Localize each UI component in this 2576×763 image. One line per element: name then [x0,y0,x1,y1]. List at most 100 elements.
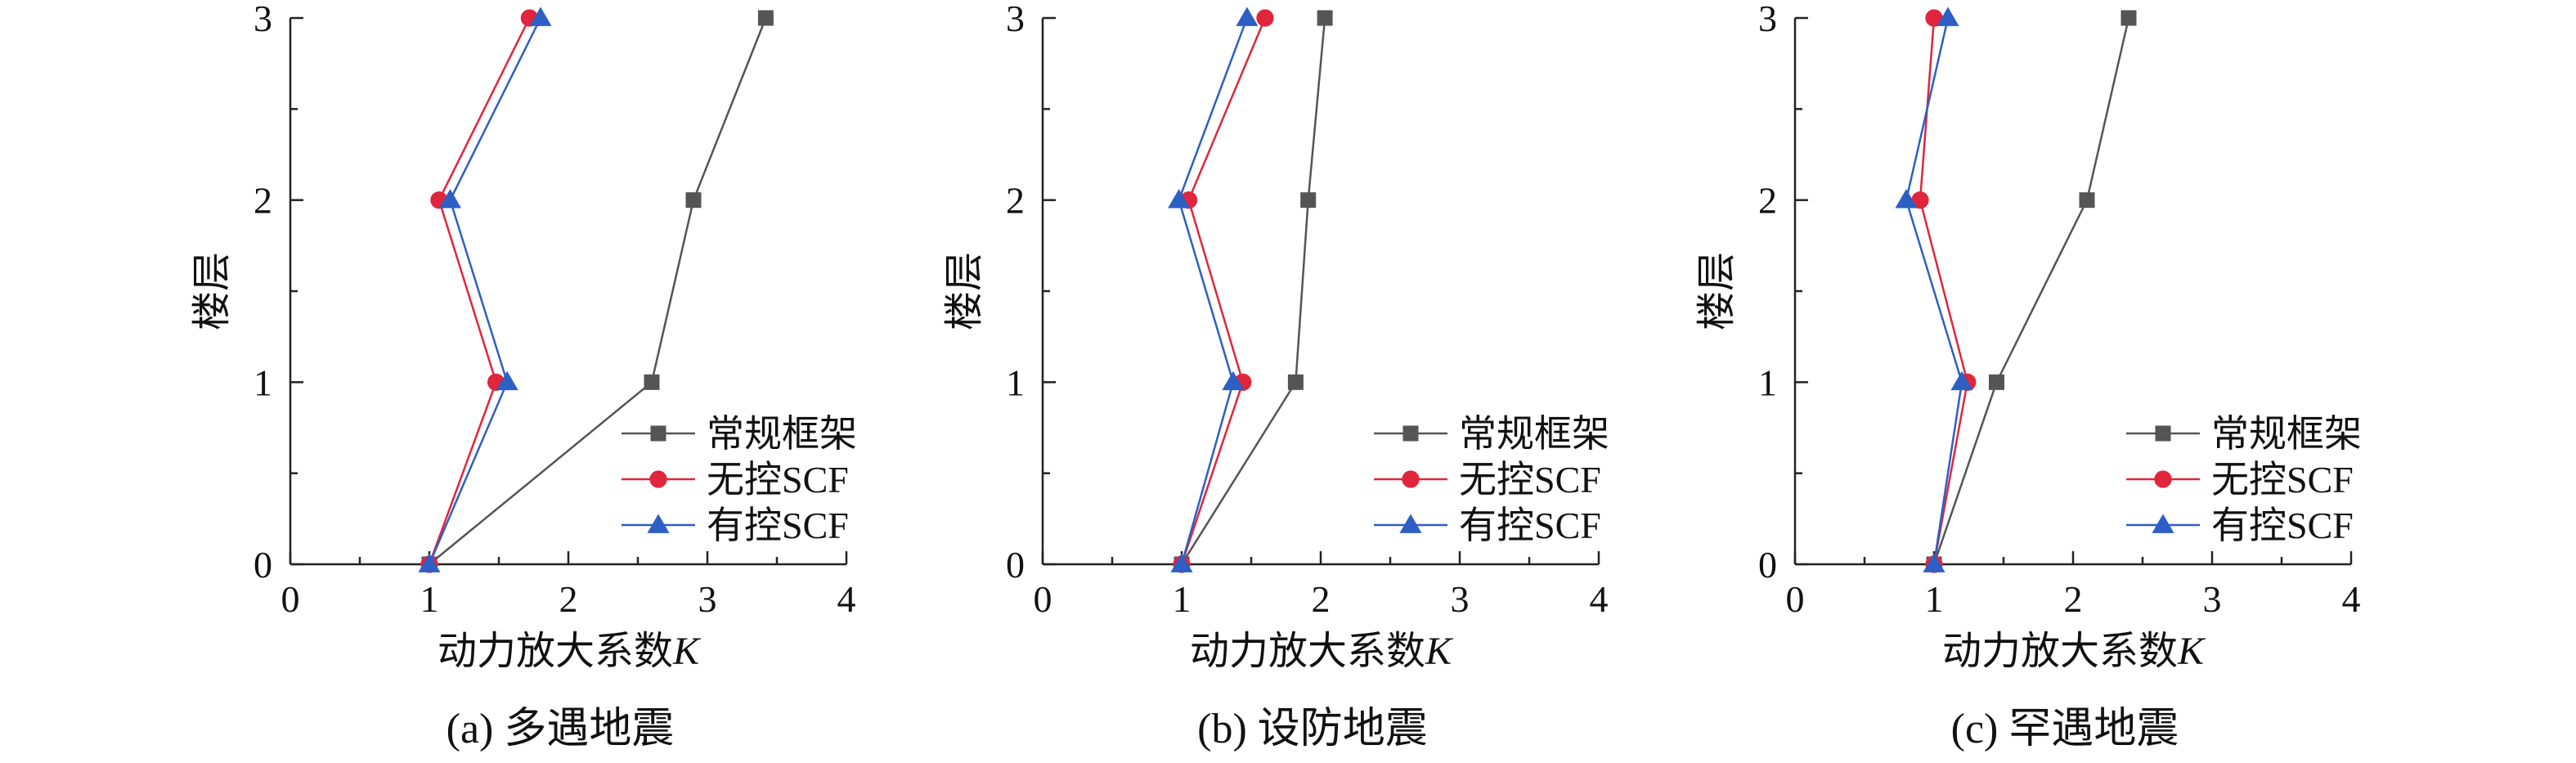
series-line [429,17,767,565]
y-tick-label: 2 [1006,180,1025,222]
data-point [644,374,660,390]
legend-label: 常规框架 [2211,413,2362,455]
legend-label: 无控SCF [1459,459,1601,500]
y-axis-label: 楼层 [191,252,234,330]
legend-marker [2154,470,2172,488]
x-tick-label: 1 [420,578,439,620]
y-tick-label: 0 [1006,544,1025,586]
legend-marker [1399,514,1422,533]
y-tick-label: 0 [1758,544,1777,586]
legend-label: 常规框架 [1459,413,1609,455]
series-line [1932,17,2130,565]
series-1 [420,9,539,573]
x-tick-label: 3 [698,578,717,620]
data-point [1222,370,1245,391]
data-point [438,189,462,209]
legend-marker [647,514,670,533]
legend-marker [1402,470,1420,488]
panel-caption: (c) 罕遇地震 [1951,706,2179,752]
data-point [2120,10,2137,26]
panel-caption: (a) 多遇地震 [447,706,675,752]
series-0 [1926,10,2137,572]
series-2 [418,7,552,572]
y-tick-label: 3 [1006,0,1025,39]
x-tick-label: 2 [2064,578,2083,620]
x-axis-label-variable: K [672,630,702,673]
data-point [1317,10,1333,26]
x-axis-label-text: 动力放大系数 [438,630,673,673]
series-line [1919,17,1969,565]
legend-label: 无控SCF [2211,459,2354,500]
x-tick-label: 0 [281,578,300,620]
legend-marker [1402,425,1419,442]
data-point [1911,191,1929,209]
x-axis-label-variable: K [2177,630,2206,673]
data-point [1923,553,1945,572]
data-point [1168,189,1191,209]
y-axis-label: 楼层 [943,252,986,330]
y-tick-label: 3 [254,0,272,39]
series-line [1178,17,1249,565]
x-tick-label: 3 [2203,578,2222,620]
series-line [428,17,542,565]
x-axis-label: 动力放大系数K [1942,630,2206,673]
panel-caption: (b) 设防地震 [1197,706,1428,752]
x-tick-label: 0 [1034,578,1052,620]
x-tick-label: 2 [1312,578,1331,620]
x-tick-label: 4 [2342,578,2361,620]
data-point [1936,7,1959,26]
x-tick-label: 1 [1925,578,1944,620]
data-point [1950,370,1973,391]
series-line [1180,17,1267,565]
y-tick-label: 1 [1758,361,1777,403]
data-point [1300,192,1317,209]
x-tick-label: 4 [1590,578,1609,620]
data-point [685,192,702,209]
series-1 [1173,9,1274,573]
x-tick-label: 0 [1786,578,1805,620]
y-tick-label: 2 [1758,180,1777,222]
legend-marker [650,425,666,442]
series-1 [1911,9,1977,573]
data-point [1287,374,1304,390]
data-point [529,7,552,26]
y-axis-label: 楼层 [1695,252,1739,330]
series-0 [1174,10,1333,572]
legend-label: 常规框架 [707,413,857,455]
x-tick-label: 1 [1173,578,1192,620]
x-axis-label: 动力放大系数K [1190,630,1454,673]
legend-label: 有控SCF [707,505,849,546]
legend-marker [2155,425,2171,442]
series-line [1905,17,1963,565]
series-line [1180,17,1326,565]
legend-label: 无控SCF [707,459,849,500]
legend-marker [649,470,667,488]
series-2 [1895,7,1973,572]
x-axis-label-text: 动力放大系数 [1942,630,2178,673]
y-tick-label: 1 [254,361,272,403]
data-point [1256,9,1274,27]
x-axis-label-variable: K [1425,630,1454,673]
data-point [2079,192,2095,209]
data-point [1170,553,1193,572]
data-point [1989,374,2004,390]
x-axis-label: 动力放大系数K [438,630,702,673]
y-tick-label: 2 [254,180,272,222]
x-tick-label: 2 [559,578,578,620]
legend-label: 有控SCF [1459,505,1601,546]
legend-marker [2152,514,2174,533]
data-point [496,370,518,391]
data-point [1925,9,1943,27]
data-point [418,553,441,572]
data-point [1895,189,1918,209]
data-point [757,10,774,26]
x-tick-label: 4 [837,578,856,620]
